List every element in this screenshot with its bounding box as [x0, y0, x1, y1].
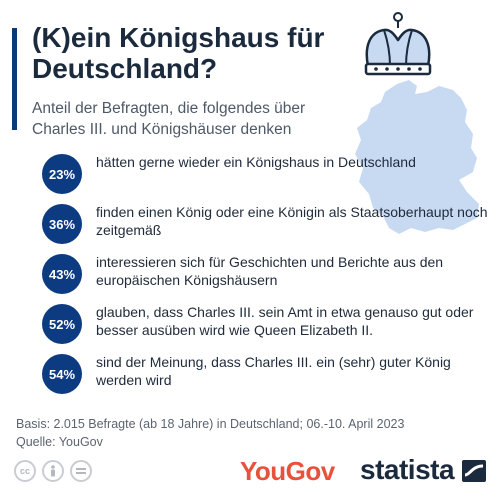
yougov-logo[interactable]: YouGov: [240, 456, 335, 486]
germany-map: [355, 80, 479, 234]
page-title: (K)ein Königshaus für Deutschland?: [32, 22, 325, 84]
statista-logo-icon: [462, 460, 486, 482]
stat-value-badge: 23%: [42, 154, 82, 194]
stat-description: finden einen König oder eine Königin als…: [96, 204, 488, 238]
stat-description: interessieren sich für Geschichten und B…: [96, 254, 444, 288]
stat-description: glauben, dass Charles III. sein Amt in e…: [96, 304, 474, 338]
statista-logo[interactable]: statista: [360, 454, 455, 485]
stat-value-badge: 52%: [42, 304, 82, 344]
stat-row: 23% hätten gerne wieder ein Königshaus in…: [42, 150, 492, 198]
by-icon[interactable]: [42, 460, 64, 482]
stat-value-badge: 54%: [42, 354, 82, 394]
source-text: Quelle: YouGov: [16, 435, 103, 449]
stat-description: sind der Meinung, dass Charles III. ein …: [96, 354, 451, 388]
cc-icon[interactable]: cc: [14, 460, 36, 482]
stat-value-badge: 43%: [42, 254, 82, 294]
page-subtitle: Anteil der Befragten, die folgendes über…: [32, 100, 306, 138]
crown-icon: [364, 12, 432, 76]
title-accent-bar: [12, 28, 17, 130]
nd-icon[interactable]: [70, 460, 92, 482]
license-icons: cc: [14, 460, 92, 482]
stat-row: 54% sind der Meinung, dass Charles III. e…: [42, 350, 492, 398]
stat-row: 52% glauben, dass Charles III. sein Amt i…: [42, 300, 492, 348]
stat-description: hätten gerne wieder ein Königshaus in De…: [96, 154, 416, 170]
stat-row: 43% interessieren sich für Geschichten un…: [42, 250, 492, 298]
source-note: Basis: 2.015 Befragte (ab 18 Jahre) in D…: [16, 415, 404, 451]
basis-text: Basis: 2.015 Befragte (ab 18 Jahre) in D…: [16, 417, 405, 431]
stat-value-badge: 36%: [42, 204, 82, 244]
stat-row: 36% finden einen König oder eine Königin …: [42, 200, 492, 248]
